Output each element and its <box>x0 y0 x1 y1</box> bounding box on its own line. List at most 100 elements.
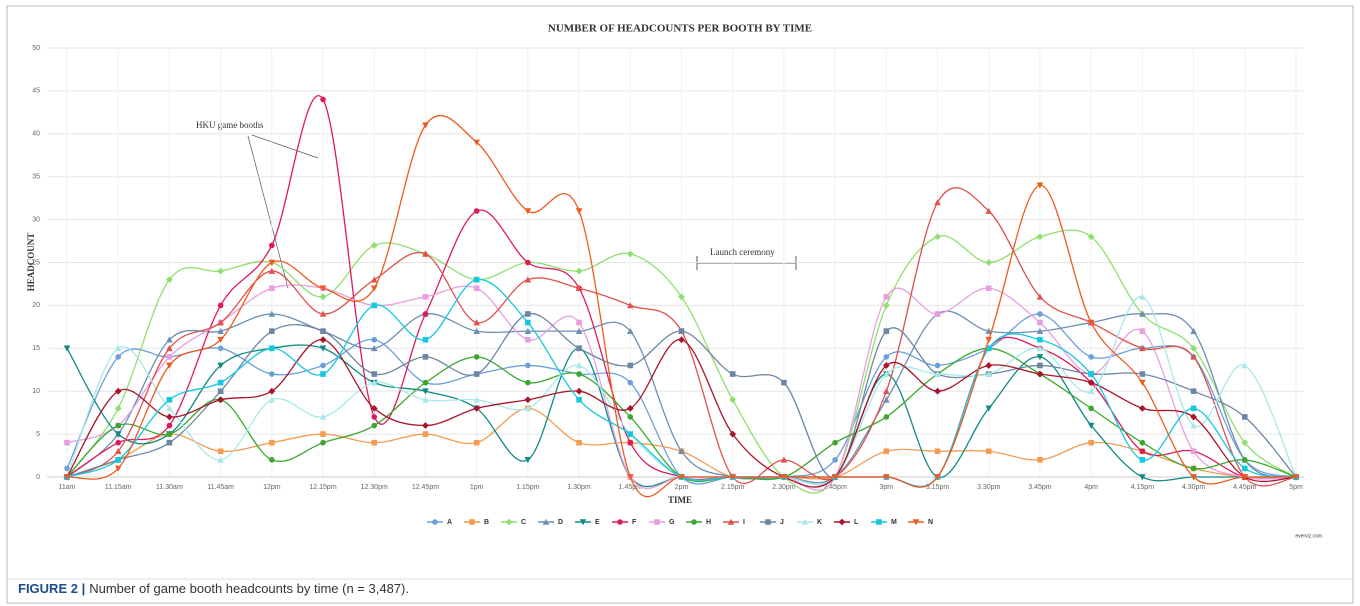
point <box>576 439 582 446</box>
point <box>985 207 993 214</box>
point <box>422 431 429 437</box>
point <box>883 328 890 334</box>
point <box>525 336 531 343</box>
x-tick-label: 2.45pm <box>823 484 847 491</box>
point <box>985 405 993 412</box>
point <box>217 267 225 275</box>
point <box>217 388 224 394</box>
point <box>883 448 890 455</box>
point <box>678 474 685 481</box>
point <box>115 439 122 446</box>
point <box>1139 293 1146 300</box>
point <box>883 354 890 360</box>
point <box>371 439 378 446</box>
point <box>473 319 480 326</box>
point <box>422 311 429 317</box>
point <box>422 388 429 395</box>
point <box>319 310 327 317</box>
legend-label: M <box>891 519 897 526</box>
point <box>166 422 173 429</box>
point <box>985 362 993 369</box>
point <box>370 404 378 412</box>
point <box>115 422 122 429</box>
y-tick-label: 30 <box>32 216 40 223</box>
point <box>883 396 890 403</box>
point <box>691 519 697 525</box>
legend-label: B <box>484 519 489 526</box>
point <box>473 276 480 283</box>
point <box>473 354 480 360</box>
x-tick-label: 11am <box>59 484 76 491</box>
annotation-launch: Launch ceremony <box>696 247 797 270</box>
point <box>1190 405 1197 412</box>
chart-title: NUMBER OF HEADCOUNTS PER BOOTH BY TIME <box>548 23 812 35</box>
line <box>66 229 1297 494</box>
point <box>934 362 941 369</box>
legend-item: N <box>908 519 933 526</box>
point <box>422 122 429 129</box>
frame <box>6 5 1354 604</box>
point <box>1139 379 1146 386</box>
point <box>617 519 623 525</box>
point <box>166 354 173 360</box>
point <box>320 362 326 369</box>
point <box>626 250 634 258</box>
point <box>320 439 326 446</box>
point <box>1036 233 1044 241</box>
point <box>319 413 327 420</box>
point <box>985 259 993 266</box>
line <box>66 347 1297 483</box>
point <box>370 276 378 283</box>
point <box>269 242 275 249</box>
legend-label: N <box>928 519 933 526</box>
point <box>1241 474 1249 481</box>
y-tick-label: 50 <box>32 45 40 52</box>
legend-item: A <box>427 519 452 526</box>
point <box>115 457 122 463</box>
point <box>883 387 890 394</box>
point <box>1241 362 1249 369</box>
point <box>985 370 993 377</box>
point <box>524 276 532 283</box>
point <box>1037 336 1043 343</box>
point <box>1088 439 1094 446</box>
point <box>1088 405 1094 412</box>
y-tick-label: 0 <box>36 474 40 481</box>
point <box>627 439 634 446</box>
point <box>876 519 882 525</box>
point <box>575 284 583 292</box>
point <box>575 208 583 215</box>
point <box>269 328 275 334</box>
point <box>882 362 890 369</box>
point <box>319 345 327 352</box>
point <box>1087 319 1095 326</box>
legend-label: L <box>854 519 859 526</box>
x-axis-label: TIME <box>668 495 692 505</box>
point <box>627 414 634 420</box>
point <box>370 379 378 386</box>
x-tick-label: 3.45pm <box>1028 484 1052 491</box>
point <box>1139 328 1146 334</box>
point <box>320 371 326 377</box>
point <box>469 519 475 525</box>
point <box>217 362 224 369</box>
point <box>525 362 531 369</box>
point <box>985 285 992 292</box>
y-tick-label: 15 <box>32 345 40 352</box>
point <box>883 294 890 300</box>
point <box>1139 371 1146 377</box>
point <box>1241 465 1248 472</box>
point <box>729 396 737 404</box>
point <box>1292 474 1300 481</box>
point <box>114 404 122 412</box>
point <box>217 336 224 344</box>
point <box>678 447 685 455</box>
point <box>1138 404 1146 412</box>
point <box>934 233 941 241</box>
point <box>422 379 429 386</box>
legend-label: C <box>521 519 526 526</box>
point <box>371 336 378 343</box>
point <box>985 336 993 344</box>
point <box>575 387 583 395</box>
point <box>985 327 993 334</box>
